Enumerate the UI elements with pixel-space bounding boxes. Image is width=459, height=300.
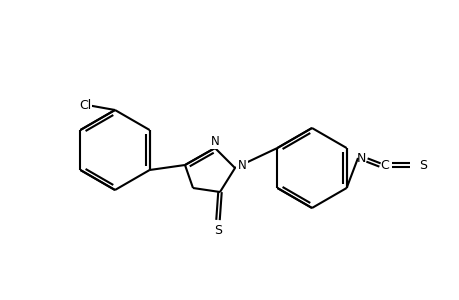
Text: N: N <box>237 158 246 172</box>
Text: S: S <box>418 158 426 172</box>
Text: S: S <box>213 224 222 236</box>
Text: C: C <box>380 158 388 172</box>
Text: Cl: Cl <box>79 98 91 112</box>
Text: N: N <box>210 134 219 148</box>
Text: N: N <box>356 152 365 164</box>
